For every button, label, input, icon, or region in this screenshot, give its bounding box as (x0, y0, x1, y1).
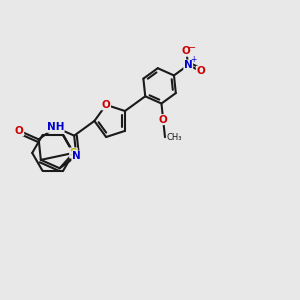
Text: O: O (196, 66, 205, 76)
Text: −: − (188, 43, 196, 53)
Text: S: S (70, 148, 77, 158)
Text: O: O (182, 46, 190, 56)
Text: NH: NH (46, 122, 64, 132)
Text: O: O (15, 126, 24, 136)
Text: +: + (190, 55, 197, 64)
Text: CH₃: CH₃ (167, 133, 182, 142)
Text: O: O (159, 115, 167, 124)
Text: O: O (102, 100, 110, 110)
Text: N: N (184, 60, 193, 70)
Text: N: N (72, 151, 81, 161)
